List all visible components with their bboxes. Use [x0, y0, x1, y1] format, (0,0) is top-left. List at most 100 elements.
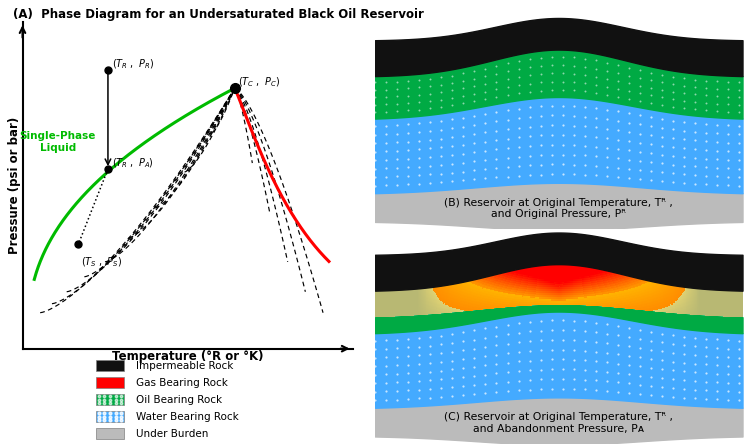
Point: [601, 173, 613, 180]
Point: [458, 150, 470, 157]
Point: [524, 162, 536, 169]
Point: [568, 70, 580, 77]
Point: [424, 394, 436, 401]
Point: [479, 96, 491, 103]
Point: [579, 142, 591, 149]
Point: [590, 348, 602, 355]
Point: [490, 351, 502, 358]
Point: [711, 370, 723, 377]
Point: [380, 156, 392, 163]
Point: [402, 92, 414, 99]
Point: [402, 100, 414, 107]
Point: [700, 352, 712, 359]
Point: [678, 179, 690, 186]
Point: [568, 375, 580, 383]
Point: [369, 139, 381, 147]
Point: [424, 377, 436, 384]
Point: [700, 387, 712, 394]
Point: [656, 86, 668, 93]
Point: [612, 173, 624, 181]
Point: [469, 354, 481, 361]
Point: [490, 63, 502, 70]
Point: [668, 393, 680, 400]
Point: [556, 141, 568, 148]
Point: [689, 146, 701, 153]
Point: [524, 104, 536, 111]
Point: [391, 353, 403, 360]
Point: [623, 64, 635, 72]
Point: [446, 375, 458, 382]
Point: [424, 385, 436, 392]
Point: [711, 100, 723, 107]
Point: [402, 378, 414, 385]
Point: [645, 159, 657, 166]
Point: [402, 344, 414, 351]
Point: [579, 337, 591, 345]
Point: [391, 100, 403, 107]
Point: [601, 125, 613, 132]
Point: [535, 366, 547, 373]
Point: [645, 122, 657, 130]
Point: [656, 101, 668, 108]
Point: [711, 93, 723, 100]
Point: [700, 164, 712, 171]
Point: [722, 122, 734, 129]
Point: [402, 370, 414, 377]
Point: [668, 88, 680, 95]
Point: [380, 371, 392, 378]
Point: [689, 119, 701, 127]
Point: [656, 94, 668, 101]
Point: [634, 326, 646, 333]
Point: [601, 368, 613, 375]
Point: [634, 176, 646, 183]
Point: [413, 128, 425, 135]
Point: [700, 378, 712, 385]
Point: [369, 131, 381, 138]
Point: [656, 151, 668, 158]
Point: [446, 348, 458, 355]
Point: [689, 386, 701, 393]
Point: [623, 147, 635, 154]
Point: [479, 353, 491, 360]
Point: [369, 396, 381, 404]
Point: [711, 156, 723, 163]
Text: (C) Reservoir at Original Temperature, Tᴿ ,
and Abandonment Pressure, Pᴀ: (C) Reservoir at Original Temperature, T…: [444, 412, 674, 434]
Point: [424, 359, 436, 367]
Point: [668, 170, 680, 177]
Point: [734, 173, 746, 181]
Point: [391, 147, 403, 154]
Point: [700, 121, 712, 128]
Point: [535, 103, 547, 110]
Point: [568, 346, 580, 354]
Point: [524, 133, 536, 140]
Point: [711, 139, 723, 146]
Point: [678, 394, 690, 401]
Point: [689, 163, 701, 170]
Text: (B) Reservoir at Original Temperature, Tᴿ ,
and Original Pressure, Pᴿ: (B) Reservoir at Original Temperature, T…: [444, 198, 674, 219]
Point: [612, 108, 624, 115]
Point: [601, 387, 613, 394]
Point: [380, 101, 392, 108]
Point: [435, 74, 447, 81]
Point: [490, 342, 502, 349]
Point: [446, 102, 458, 109]
Point: [734, 165, 746, 172]
Point: [678, 162, 690, 169]
Point: [700, 155, 712, 162]
Point: [579, 171, 591, 178]
Point: [601, 83, 613, 90]
Point: [601, 59, 613, 66]
Text: $(T_C\ ,\ P_C)$: $(T_C\ ,\ P_C)$: [238, 76, 280, 89]
Point: [623, 371, 635, 378]
Point: [469, 90, 481, 97]
Point: [424, 351, 436, 358]
Point: [734, 182, 746, 189]
Point: [512, 339, 524, 346]
Point: [469, 83, 481, 90]
Point: [645, 328, 657, 335]
Point: [645, 346, 657, 353]
Point: [502, 378, 514, 385]
Point: [656, 142, 668, 149]
Point: [402, 172, 414, 179]
Point: [391, 130, 403, 137]
